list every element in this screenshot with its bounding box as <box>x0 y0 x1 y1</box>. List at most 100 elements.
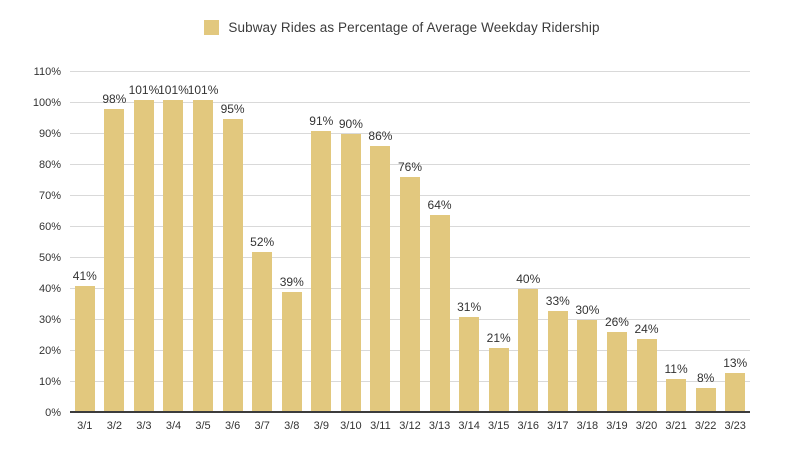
y-axis-tick-label: 20% <box>38 345 61 357</box>
y-axis-tick-label: 0% <box>45 407 61 419</box>
bar <box>163 99 184 413</box>
bar-value-label: 33% <box>545 293 570 308</box>
bar <box>577 320 598 413</box>
bar-column: 26% 3/19 <box>602 72 632 432</box>
bar <box>104 109 125 413</box>
bar-value-label: 30% <box>575 303 600 317</box>
y-axis-tick-label: 10% <box>38 376 61 388</box>
bar-column: 101% 3/4 <box>158 72 189 432</box>
x-axis-tick-label: 3/13 <box>428 420 451 432</box>
bar-value-label: 39% <box>279 275 304 290</box>
bar-value-label: 101% <box>158 82 189 97</box>
bar-column: 24% 3/20 <box>632 72 662 432</box>
bar <box>666 378 687 413</box>
bar-column: 76% 3/12 <box>395 72 425 432</box>
bar-value-label: 41% <box>72 268 97 283</box>
bar-column: 64% 3/13 <box>425 72 455 432</box>
bar <box>399 177 420 413</box>
bar-column: 52% 3/7 <box>247 72 277 432</box>
bar-column: 101% 3/3 <box>128 72 160 432</box>
y-axis-tick-label: 60% <box>38 221 61 233</box>
x-axis-tick-label: 3/7 <box>254 420 270 432</box>
chart-title: Subway Rides as Percentage of Average We… <box>228 20 600 35</box>
bar-value-label: 31% <box>457 299 482 314</box>
gridline <box>70 164 750 165</box>
bar-value-label: 90% <box>338 117 363 131</box>
gridline <box>70 133 750 134</box>
bar-value-label: 26% <box>604 315 629 330</box>
bar <box>281 292 302 413</box>
bar-column: 31% 3/14 <box>454 72 484 432</box>
y-axis-tick-label: 40% <box>38 283 61 295</box>
bar <box>547 310 568 413</box>
bar <box>74 285 95 413</box>
y-axis-tick-label: 70% <box>38 190 61 202</box>
x-axis-tick-label: 3/6 <box>224 420 241 432</box>
bar <box>459 316 480 413</box>
bar-column: 86% 3/11 <box>366 72 396 432</box>
bar-column: 98% 3/2 <box>100 72 130 432</box>
bar <box>518 289 539 413</box>
x-axis-line <box>70 411 750 413</box>
y-axis-tick-label: 80% <box>38 159 61 171</box>
bar-value-label: 8% <box>696 371 715 386</box>
bar-value-label: 98% <box>102 92 127 107</box>
bar-value-label: 76% <box>397 160 422 175</box>
bar-column: 95% 3/6 <box>218 72 248 433</box>
bar-value-label: 91% <box>309 113 334 128</box>
bar <box>488 347 509 413</box>
x-axis-tick-label: 3/5 <box>195 420 211 432</box>
x-axis-tick-label: 3/20 <box>635 420 658 432</box>
y-axis-tick-label: 110% <box>33 66 61 78</box>
bar-value-label: 64% <box>427 197 452 212</box>
x-axis-tick-label: 3/16 <box>517 420 539 432</box>
bar-column: 11% 3/21 <box>661 72 691 432</box>
bar-column: 91% 3/9 <box>307 72 337 432</box>
plot-area: 0% 10% 20% 30% 40% 50% 60% 70% 80% 90% 100% 110% 41%… <box>33 66 750 433</box>
bar-column: 39% 3/8 <box>277 72 307 432</box>
bar <box>193 99 214 413</box>
bar <box>340 134 361 413</box>
bar-column: 13% 3/23 <box>720 72 750 432</box>
x-axis-tick-label: 3/14 <box>458 420 480 432</box>
bar-value-label: 101% <box>128 82 160 97</box>
bar-value-label: 86% <box>368 129 393 144</box>
bar <box>370 146 391 413</box>
x-axis-tick-label: 3/15 <box>487 420 510 432</box>
bar <box>606 332 627 413</box>
y-axis-tick-label: 100% <box>32 97 61 109</box>
x-axis-tick-label: 3/19 <box>606 420 628 432</box>
bar-column: 40% 3/16 <box>513 72 543 432</box>
bar <box>252 251 273 413</box>
x-axis-tick-label: 3/10 <box>340 420 362 432</box>
x-axis-tick-label: 3/3 <box>136 420 152 432</box>
x-axis-tick-label: 3/4 <box>165 420 182 432</box>
bar-value-label: 24% <box>634 321 659 336</box>
bar <box>695 388 716 413</box>
x-axis-tick-label: 3/17 <box>547 420 569 432</box>
bar-value-label: 52% <box>250 234 275 249</box>
bar-column: 30% 3/18 <box>573 72 603 432</box>
gridline <box>70 102 750 103</box>
bar-column: 8% 3/22 <box>691 72 721 432</box>
bar <box>429 214 450 413</box>
x-axis-tick-label: 3/9 <box>313 420 329 432</box>
bar <box>725 372 746 413</box>
x-axis-tick-label: 3/18 <box>576 420 599 432</box>
bar-column: 90% 3/10 <box>336 72 366 432</box>
y-axis-tick-label: 30% <box>38 314 61 326</box>
bar-column: 101% 3/5 <box>188 72 219 432</box>
x-axis-tick-label: 3/2 <box>106 420 122 432</box>
x-axis-tick-label: 3/23 <box>724 420 746 432</box>
x-axis-tick-label: 3/11 <box>370 420 391 432</box>
bar <box>222 118 243 413</box>
bar-column: 41% 3/1 <box>70 72 100 432</box>
legend-swatch <box>204 20 220 35</box>
x-axis-tick-label: 3/12 <box>399 420 421 432</box>
bar-value-label: 21% <box>486 330 511 345</box>
bar <box>311 130 332 413</box>
bar <box>636 338 657 413</box>
chart-legend: Subway Rides as Percentage of Average We… <box>0 20 804 35</box>
bar-column: 21% 3/15 <box>484 72 514 432</box>
